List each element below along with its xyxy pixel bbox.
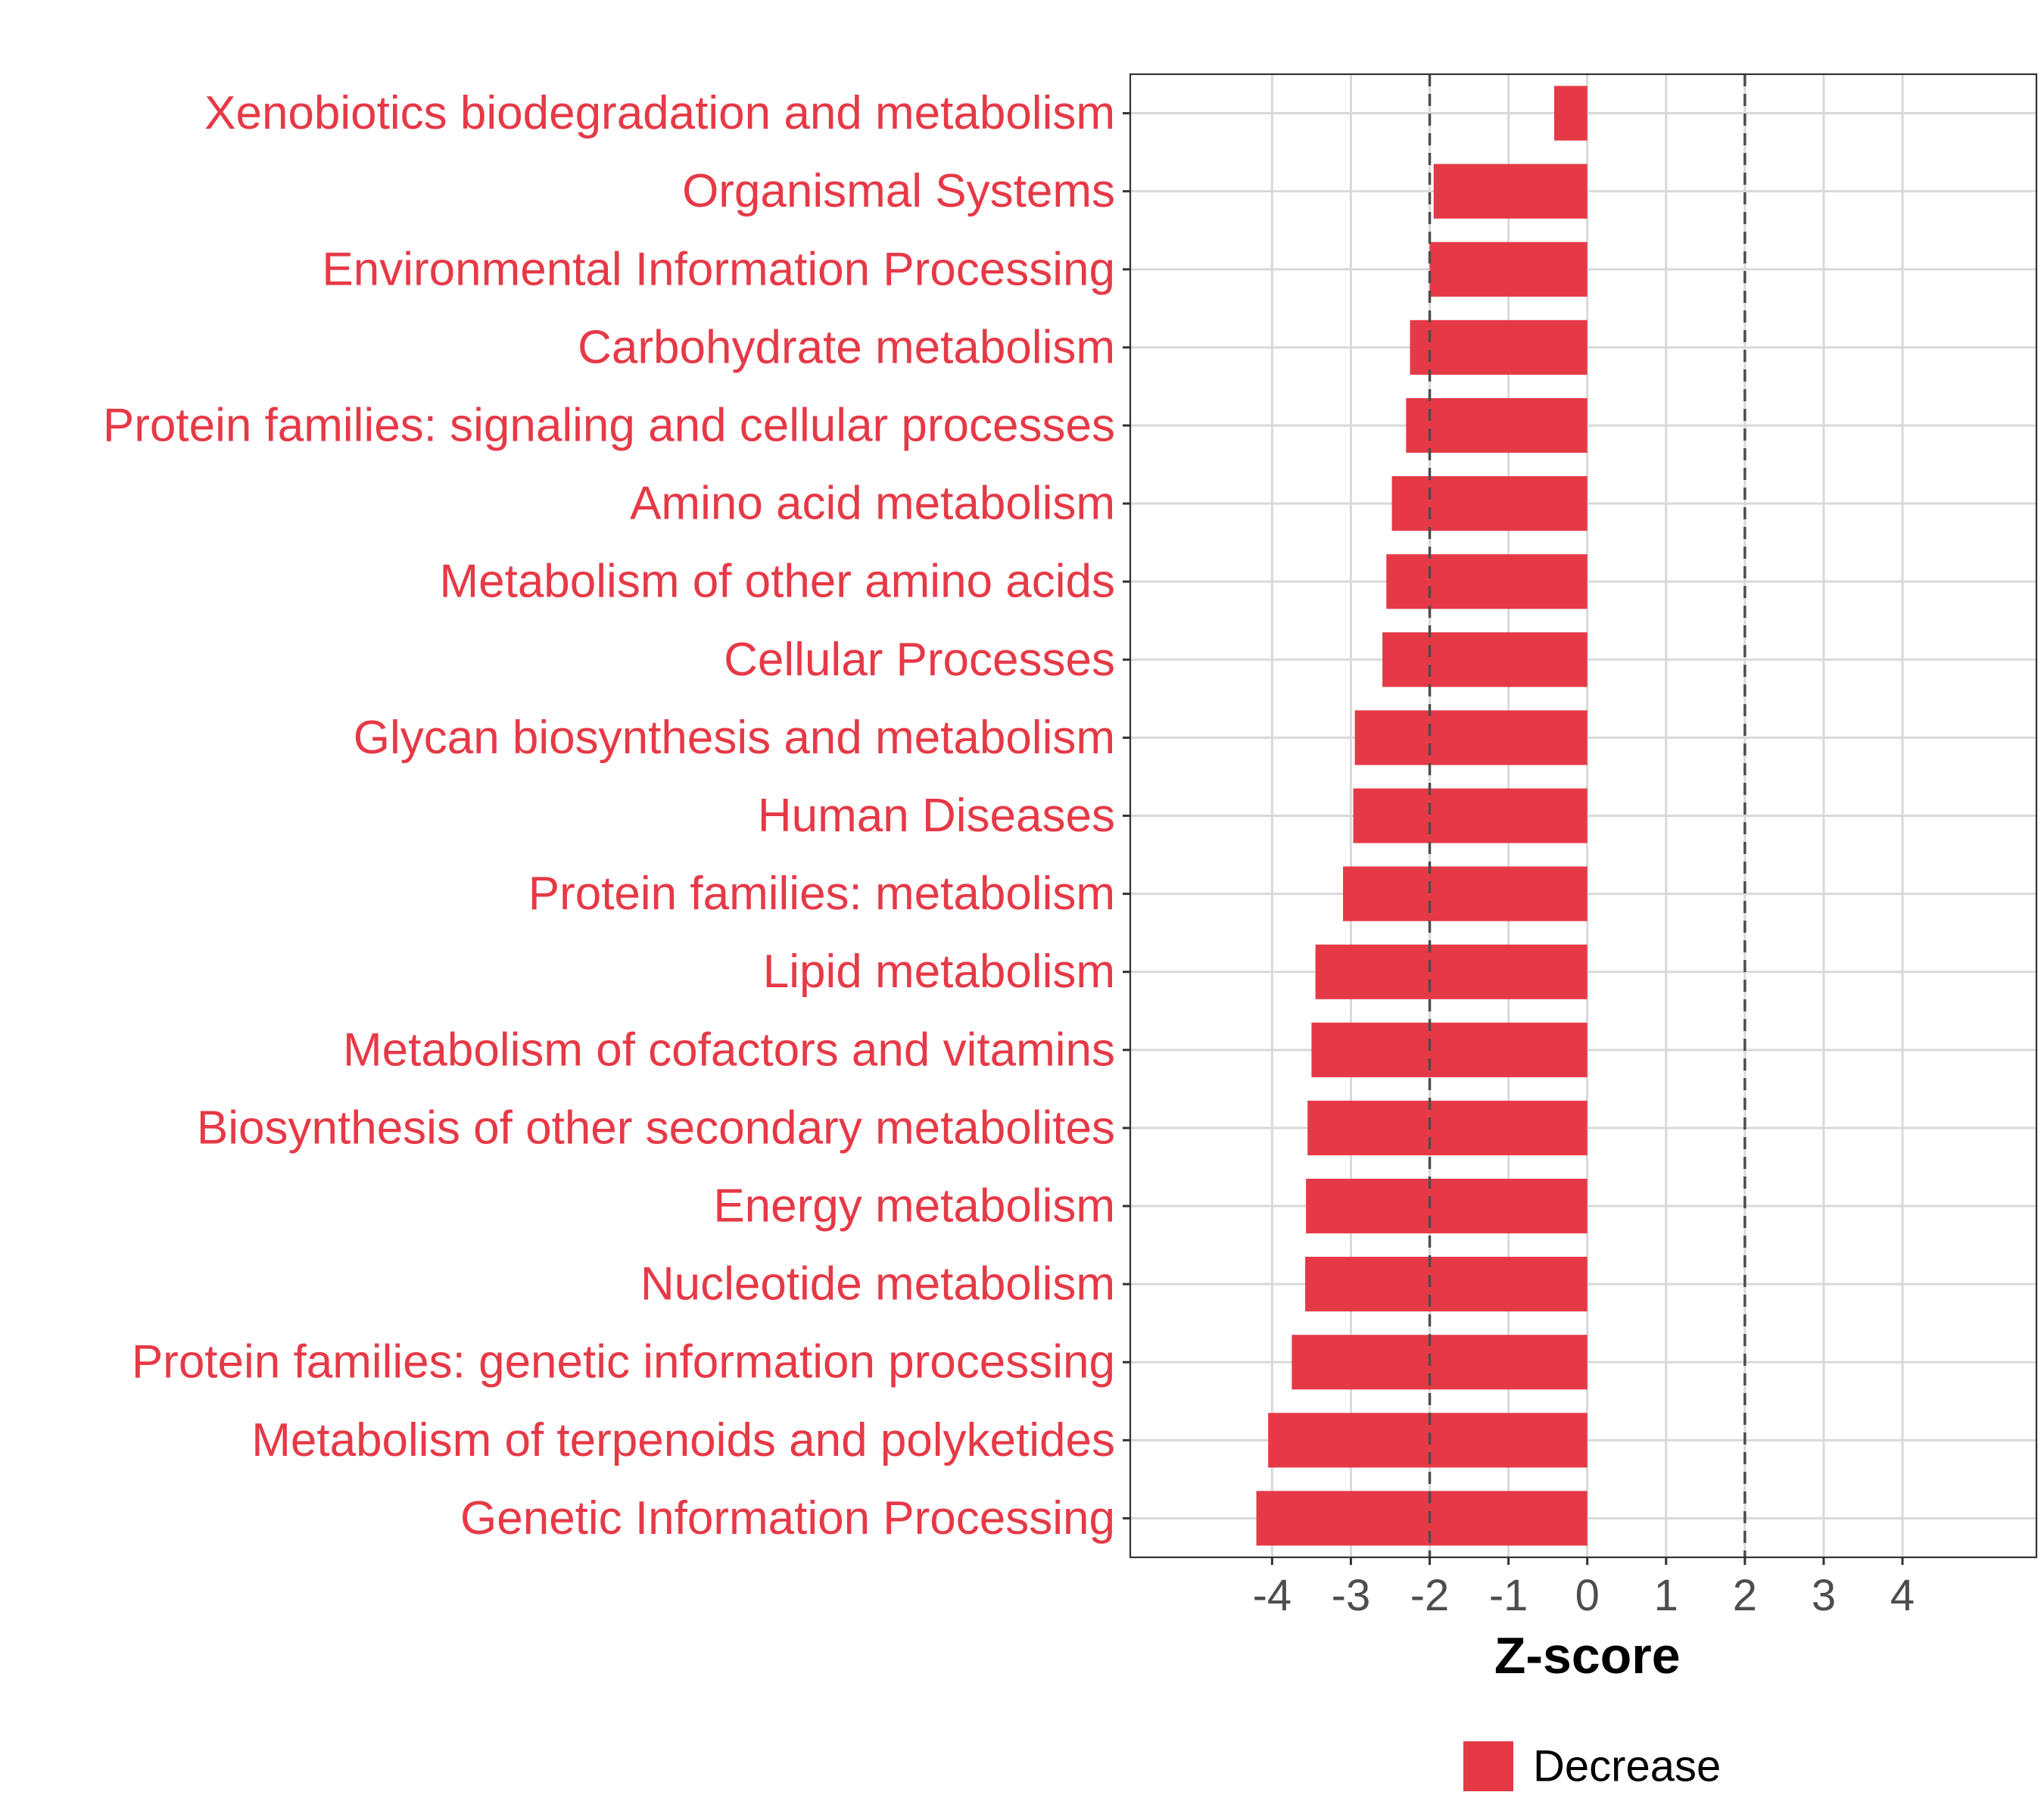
category-label: Genetic Information Processing	[460, 1492, 1115, 1544]
x-tick-label: -4	[1253, 1571, 1292, 1620]
bar	[1256, 1491, 1588, 1546]
bar	[1406, 397, 1588, 453]
category-label: Energy metabolism	[713, 1180, 1115, 1233]
x-tick-label: 4	[1890, 1571, 1915, 1620]
bar	[1553, 86, 1588, 141]
x-axis: -4 -3 -2 -1 0 1 2 3 4	[1253, 1557, 1915, 1620]
y-axis: Xenobiotics biodegradation and metabolis…	[103, 87, 1130, 1544]
bar	[1307, 1100, 1588, 1156]
category-label: Human Diseases	[758, 790, 1115, 842]
x-tick-label: 2	[1733, 1571, 1757, 1620]
bar	[1410, 319, 1588, 375]
bar	[1433, 164, 1588, 219]
legend-label-decrease: Decrease	[1533, 1742, 1721, 1791]
x-axis-title: Z-score	[1494, 1627, 1681, 1685]
bars	[1256, 86, 1588, 1546]
bar	[1315, 944, 1588, 999]
category-label: Protein families: metabolism	[528, 868, 1115, 920]
category-label: Amino acid metabolism	[630, 478, 1115, 530]
x-tick-label: -2	[1410, 1571, 1450, 1620]
bar	[1268, 1413, 1588, 1468]
bar	[1354, 710, 1588, 765]
x-tick-label: -3	[1332, 1571, 1371, 1620]
category-label: Organismal Systems	[682, 165, 1115, 217]
bar	[1353, 788, 1588, 843]
bar	[1305, 1257, 1588, 1312]
legend-key-decrease	[1463, 1741, 1513, 1791]
threshold-lines	[1428, 74, 1746, 1557]
category-label: Lipid metabolism	[763, 946, 1115, 998]
bar	[1311, 1022, 1588, 1077]
category-label: Protein families: genetic information pr…	[132, 1336, 1115, 1388]
bar	[1292, 1335, 1588, 1390]
bar	[1386, 554, 1588, 609]
bar	[1306, 1178, 1588, 1234]
category-label: Carbohydrate metabolism	[578, 321, 1115, 373]
bar	[1382, 632, 1588, 687]
category-label: Environmental Information Processing	[322, 243, 1115, 295]
category-label: Metabolism of cofactors and vitamins	[343, 1024, 1115, 1076]
x-tick-label: 3	[1812, 1571, 1836, 1620]
category-label: Metabolism of terpenoids and polyketides	[251, 1414, 1115, 1466]
category-label: Nucleotide metabolism	[640, 1258, 1115, 1311]
category-label: Biosynthesis of other secondary metaboli…	[197, 1102, 1115, 1154]
x-tick-label: -1	[1489, 1571, 1528, 1620]
bar	[1391, 475, 1588, 531]
bar	[1343, 866, 1588, 921]
bar	[1429, 242, 1588, 297]
category-label: Cellular Processes	[724, 634, 1115, 686]
category-label: Metabolism of other amino acids	[439, 556, 1115, 608]
x-tick-label: 1	[1654, 1571, 1678, 1620]
category-label: Xenobiotics biodegradation and metabolis…	[204, 87, 1115, 139]
category-label: Glycan biosynthesis and metabolism	[354, 712, 1115, 764]
legend: Decrease	[1463, 1741, 1721, 1791]
category-label: Protein families: signaling and cellular…	[103, 399, 1115, 451]
x-tick-label: 0	[1575, 1571, 1600, 1620]
